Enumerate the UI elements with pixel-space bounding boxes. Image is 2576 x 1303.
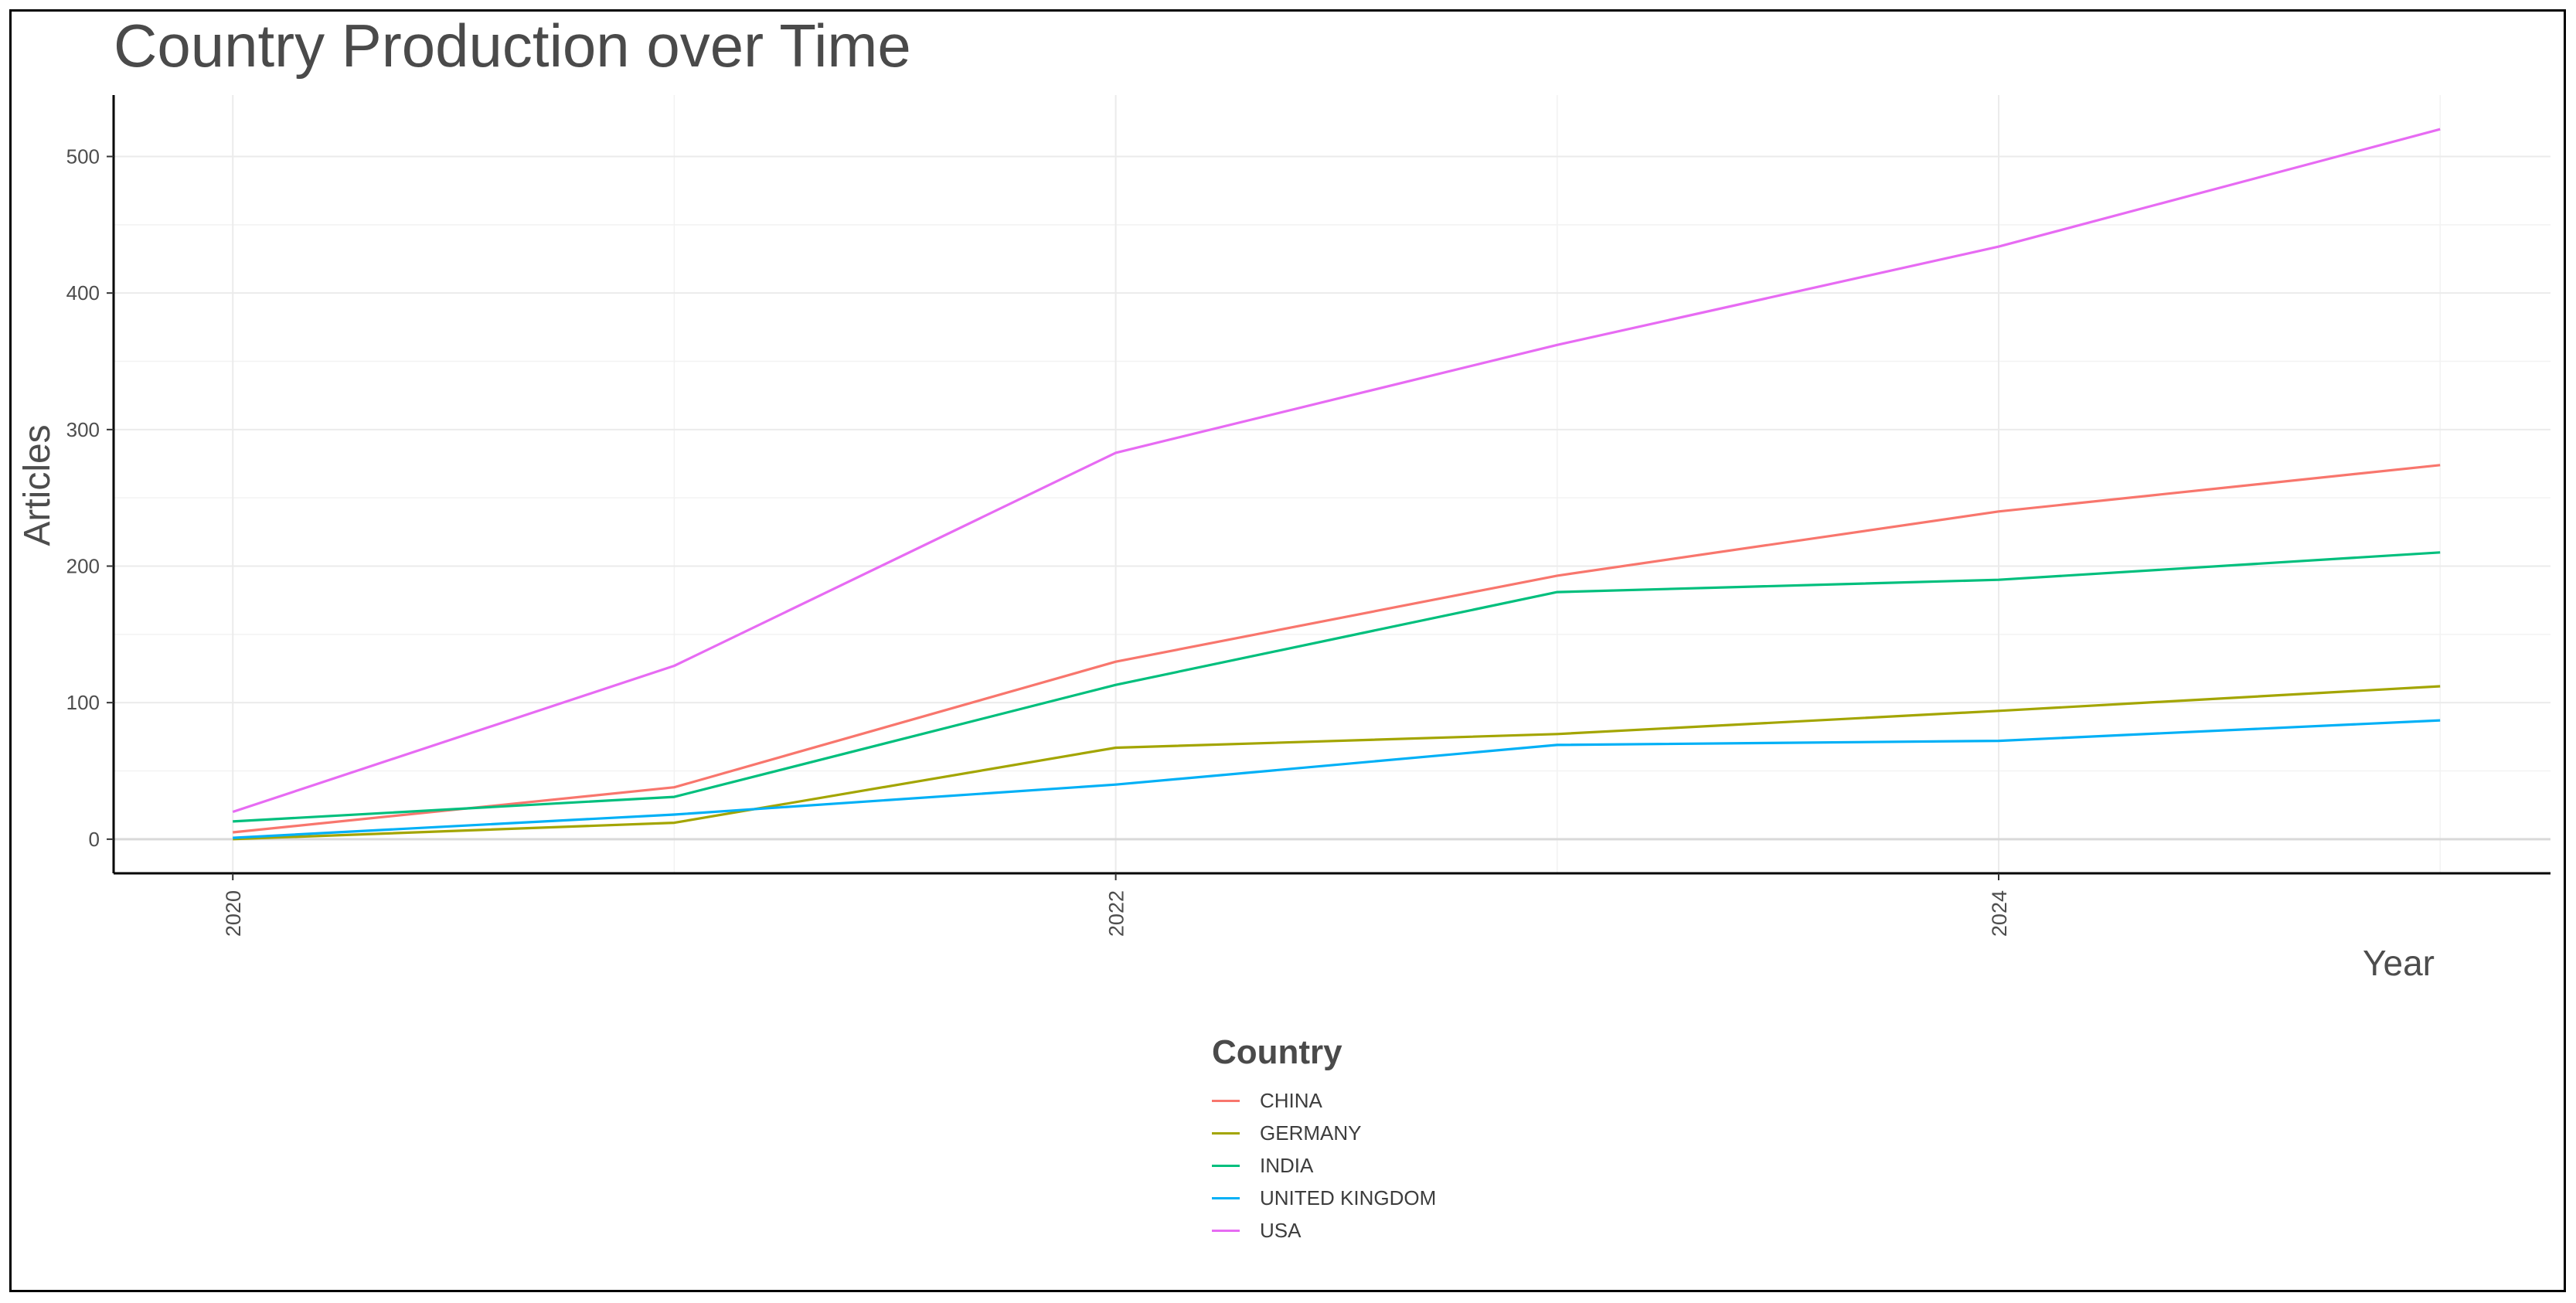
x-tick-label: 2024 bbox=[1988, 890, 2011, 937]
legend-label: GERMANY bbox=[1260, 1121, 1362, 1145]
chart-frame bbox=[9, 9, 2566, 1292]
series-line-united-kingdom bbox=[233, 719, 2441, 839]
legend-key bbox=[1212, 1229, 1240, 1232]
y-tick-label: 400 bbox=[66, 281, 100, 304]
legend-label: CHINA bbox=[1260, 1088, 1322, 1112]
legend-label: INDIA bbox=[1260, 1153, 1314, 1177]
series-lines bbox=[232, 128, 2441, 841]
x-tick-label: 2022 bbox=[1105, 890, 1128, 937]
y-tick-label: 200 bbox=[66, 555, 100, 578]
legend-item: GERMANY bbox=[1212, 1117, 1436, 1149]
chart-title: Country Production over Time bbox=[114, 12, 911, 80]
grid-lines bbox=[114, 95, 2550, 873]
series-line-usa bbox=[232, 128, 2441, 814]
legend-key bbox=[1212, 1164, 1240, 1167]
y-tick-label: 500 bbox=[66, 145, 100, 168]
y-axis-label: Articles bbox=[17, 424, 58, 546]
legend-key bbox=[1212, 1099, 1240, 1102]
x-axis-label: Year bbox=[2363, 943, 2435, 983]
legend: Country CHINA GERMANY INDIA UNITED KINGDOM U… bbox=[1212, 1033, 1436, 1247]
y-tick-label: 0 bbox=[89, 828, 100, 851]
series-line-india bbox=[233, 551, 2441, 823]
series-line-germany bbox=[233, 685, 2441, 841]
x-tick-label: 2020 bbox=[222, 890, 245, 937]
y-tick-label: 100 bbox=[66, 691, 100, 714]
legend-item: INDIA bbox=[1212, 1149, 1436, 1182]
legend-label: USA bbox=[1260, 1218, 1302, 1242]
legend-key bbox=[1212, 1196, 1240, 1199]
legend-key bbox=[1212, 1131, 1240, 1135]
axes: 0 100 200 300 400 500 2020 2022 2024 bbox=[66, 95, 2550, 937]
legend-items: CHINA GERMANY INDIA UNITED KINGDOM USA bbox=[1212, 1084, 1436, 1247]
y-tick-label: 300 bbox=[66, 418, 100, 441]
legend-item: USA bbox=[1212, 1214, 1436, 1247]
legend-item: CHINA bbox=[1212, 1084, 1436, 1117]
legend-item: UNITED KINGDOM bbox=[1212, 1182, 1436, 1214]
legend-label: UNITED KINGDOM bbox=[1260, 1186, 1437, 1209]
series-line-china bbox=[233, 464, 2441, 834]
legend-title: Country bbox=[1212, 1033, 1342, 1071]
